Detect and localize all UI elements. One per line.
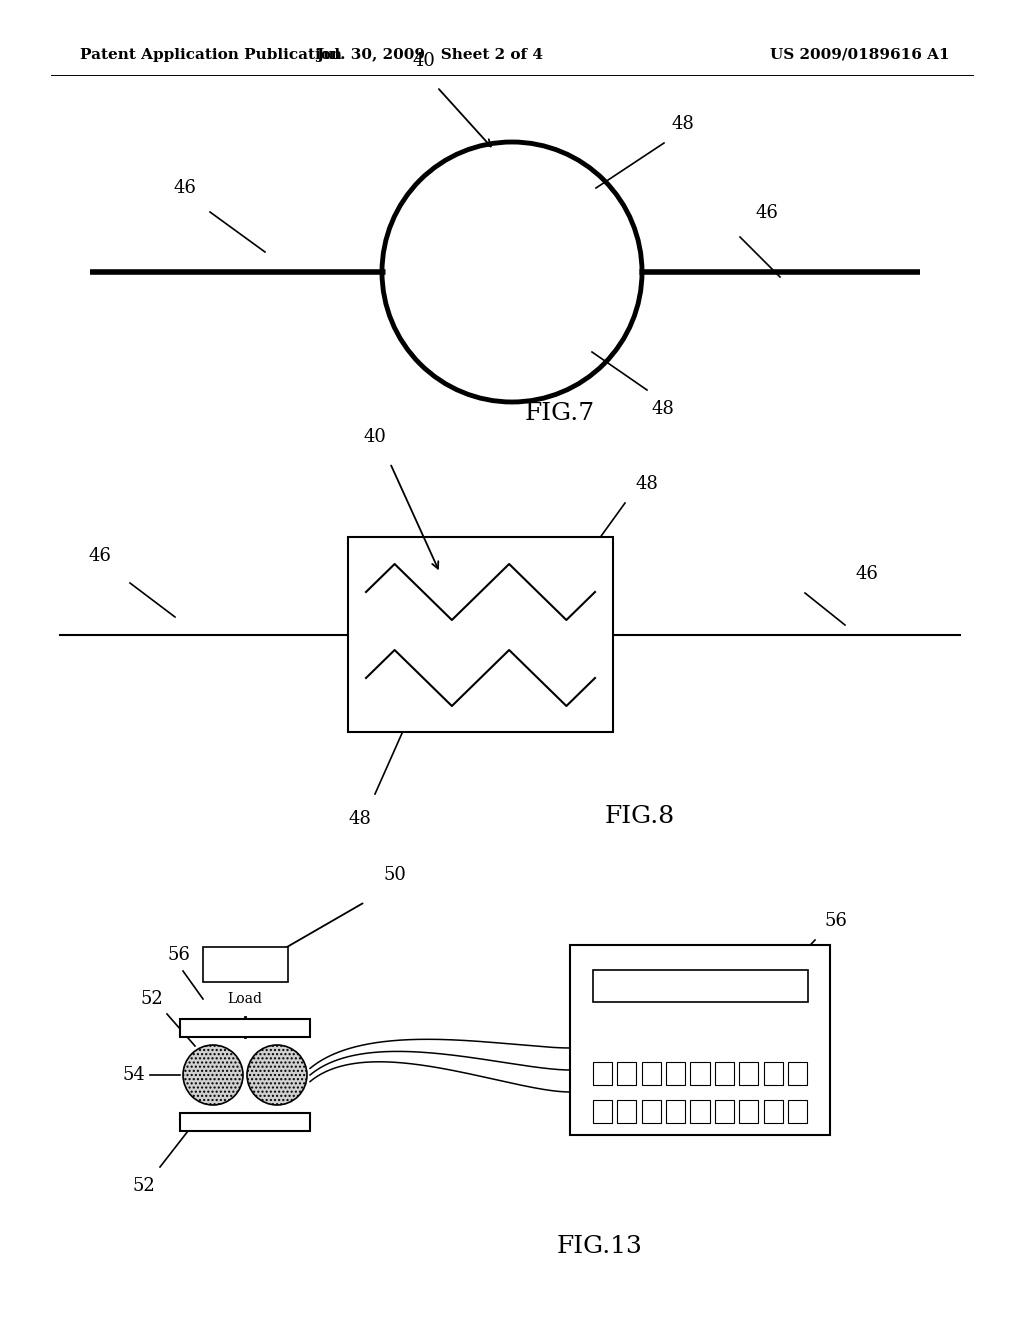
Text: 52: 52 [132,1177,155,1195]
Text: 48: 48 [635,475,657,492]
Text: 56: 56 [825,912,848,931]
Text: 46: 46 [173,180,197,197]
Bar [180,1019,310,1038]
Text: Load: Load [227,993,262,1006]
Bar [788,1100,807,1123]
Bar [666,1100,685,1123]
Bar [788,1063,807,1085]
Text: 52: 52 [140,990,163,1008]
Bar [348,537,613,733]
Bar [593,1063,611,1085]
Bar [690,1100,710,1123]
Bar [593,970,808,1002]
Text: 56: 56 [168,946,190,964]
Text: 48: 48 [348,810,372,828]
Bar [617,1063,636,1085]
Text: 40: 40 [413,51,435,70]
Bar [739,1100,759,1123]
Bar [764,1063,783,1085]
Bar [715,1063,734,1085]
Circle shape [183,1045,243,1105]
Text: 46: 46 [755,205,778,222]
Bar [715,1100,734,1123]
Bar [570,945,830,1135]
Text: FIG.7: FIG.7 [525,403,595,425]
Bar [642,1063,660,1085]
Bar [642,1100,660,1123]
Bar [617,1100,636,1123]
Text: Patent Application Publication: Patent Application Publication [80,48,342,62]
Text: 48: 48 [671,115,694,133]
Text: 54: 54 [122,1067,145,1084]
Bar [348,537,613,733]
Bar [203,946,288,982]
Circle shape [247,1045,307,1105]
Bar [739,1063,759,1085]
Text: FIG.8: FIG.8 [605,805,675,828]
Bar [764,1100,783,1123]
Text: Jul. 30, 2009   Sheet 2 of 4: Jul. 30, 2009 Sheet 2 of 4 [316,48,544,62]
Text: 46: 46 [88,546,112,565]
Bar [593,1100,611,1123]
Text: 48: 48 [652,400,675,418]
Text: 40: 40 [364,428,386,446]
Bar [666,1063,685,1085]
Bar [690,1063,710,1085]
Text: 46: 46 [855,565,878,583]
Text: 50: 50 [384,866,407,884]
Text: FIG.13: FIG.13 [557,1236,643,1258]
Bar [180,1113,310,1131]
Text: US 2009/0189616 A1: US 2009/0189616 A1 [770,48,950,62]
